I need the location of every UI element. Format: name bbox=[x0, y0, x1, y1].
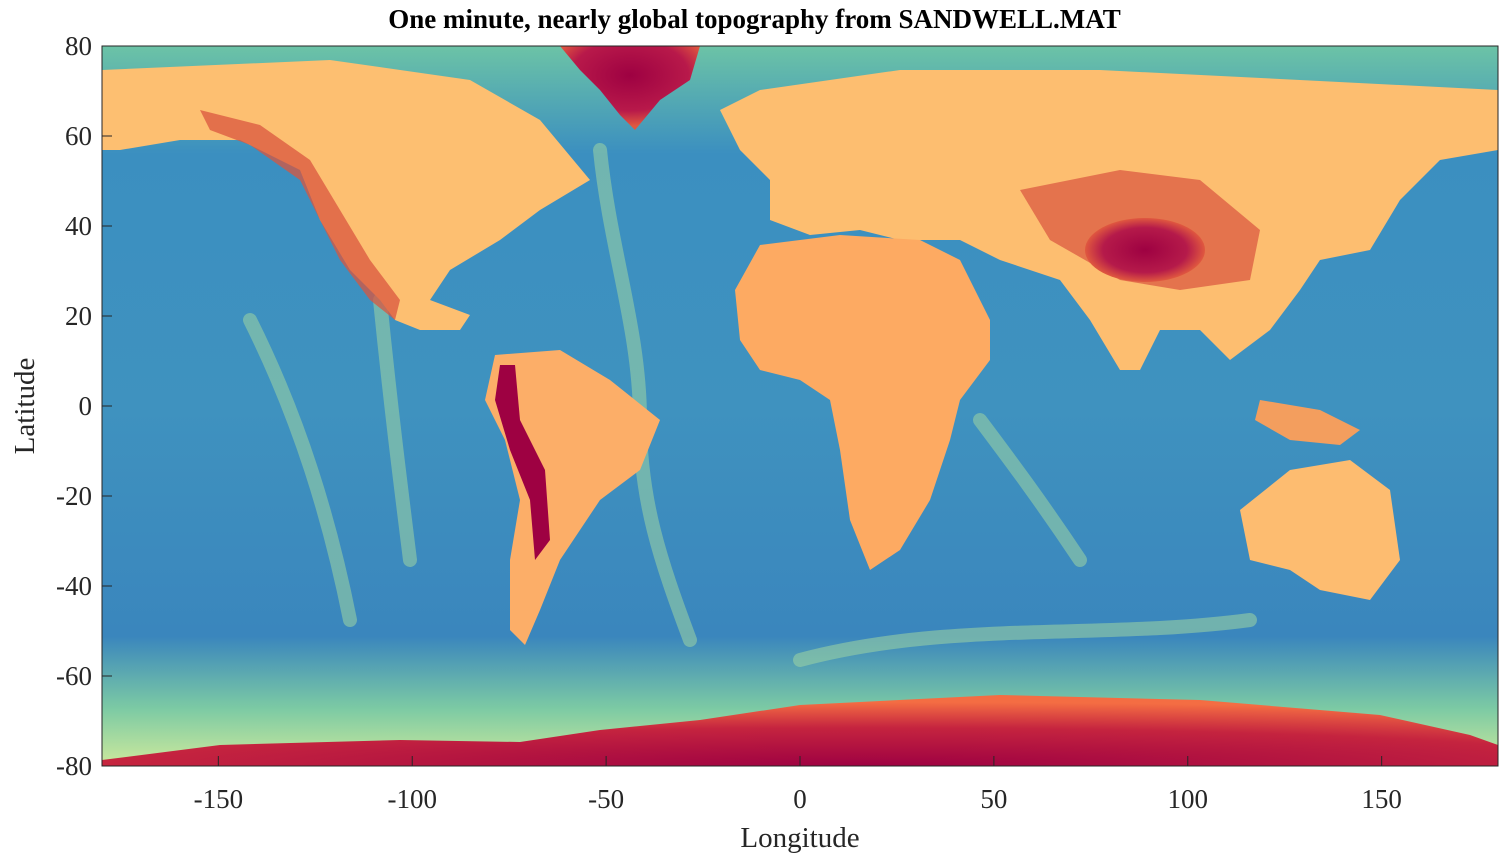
x-axis-label: Longitude bbox=[740, 822, 859, 854]
tibetan-plateau bbox=[1085, 218, 1205, 282]
y-axis-ticks: 80 60 40 20 0 -20 -40 -60 -80 bbox=[56, 31, 112, 781]
y-tick-label: -60 bbox=[56, 661, 92, 691]
y-axis-label: Latitude bbox=[9, 358, 41, 455]
x-tick-label: 50 bbox=[980, 784, 1007, 814]
y-tick-label: -40 bbox=[56, 571, 92, 601]
rockies bbox=[200, 110, 400, 320]
y-tick-label: -80 bbox=[56, 751, 92, 781]
map-area bbox=[102, 46, 1498, 766]
y-tick-label: 80 bbox=[65, 31, 92, 61]
y-tick-label: 20 bbox=[65, 301, 92, 331]
africa bbox=[735, 235, 990, 570]
x-tick-label: 0 bbox=[793, 784, 807, 814]
australia bbox=[1240, 460, 1400, 600]
chart-title: One minute, nearly global topography fro… bbox=[388, 4, 1121, 34]
south-america bbox=[485, 350, 660, 645]
x-tick-label: -100 bbox=[387, 784, 437, 814]
x-tick-label: -150 bbox=[194, 784, 244, 814]
antarctica bbox=[102, 695, 1498, 766]
x-tick-label: 150 bbox=[1361, 784, 1402, 814]
greenland bbox=[560, 46, 700, 130]
x-tick-label: -50 bbox=[588, 784, 624, 814]
y-tick-label: -20 bbox=[56, 481, 92, 511]
x-tick-label: 100 bbox=[1168, 784, 1209, 814]
andes bbox=[495, 365, 550, 560]
y-tick-label: 40 bbox=[65, 211, 92, 241]
x-axis-ticks: -150 -100 -50 0 50 100 150 bbox=[194, 756, 1402, 814]
y-tick-label: 0 bbox=[79, 391, 93, 421]
maritime-asia bbox=[1255, 400, 1360, 445]
y-tick-label: 60 bbox=[65, 121, 92, 151]
